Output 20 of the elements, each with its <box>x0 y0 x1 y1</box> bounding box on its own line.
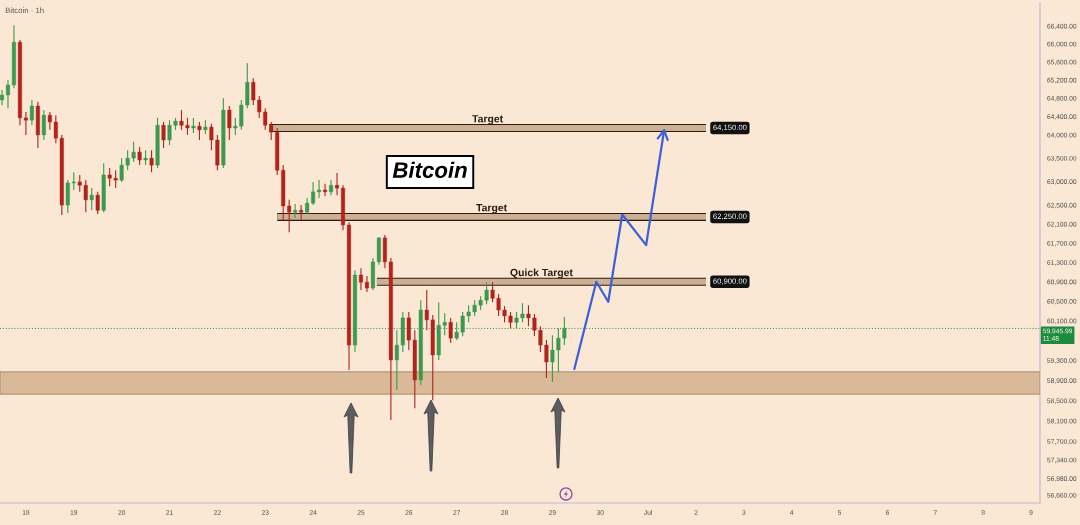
series-label: Target <box>476 204 507 214</box>
candlestick <box>293 203 298 219</box>
annotation: Bitcoin <box>392 161 467 178</box>
candlestick <box>29 99 34 126</box>
candlestick <box>95 191 100 215</box>
candlestick <box>335 172 340 196</box>
candlestick <box>41 109 46 141</box>
candlestick <box>5 79 10 109</box>
series-label: Quick Target <box>510 268 573 279</box>
candlestick <box>329 179 334 196</box>
candlestick <box>149 149 154 173</box>
candlestick <box>137 146 142 166</box>
candlestick <box>0 89 4 106</box>
candlestick <box>89 187 94 211</box>
candlestick <box>227 105 232 141</box>
candlestick <box>161 121 166 149</box>
candlestick <box>299 204 304 221</box>
candlestick <box>448 317 453 344</box>
candlestick <box>323 183 328 197</box>
series-label: Target <box>472 115 503 125</box>
